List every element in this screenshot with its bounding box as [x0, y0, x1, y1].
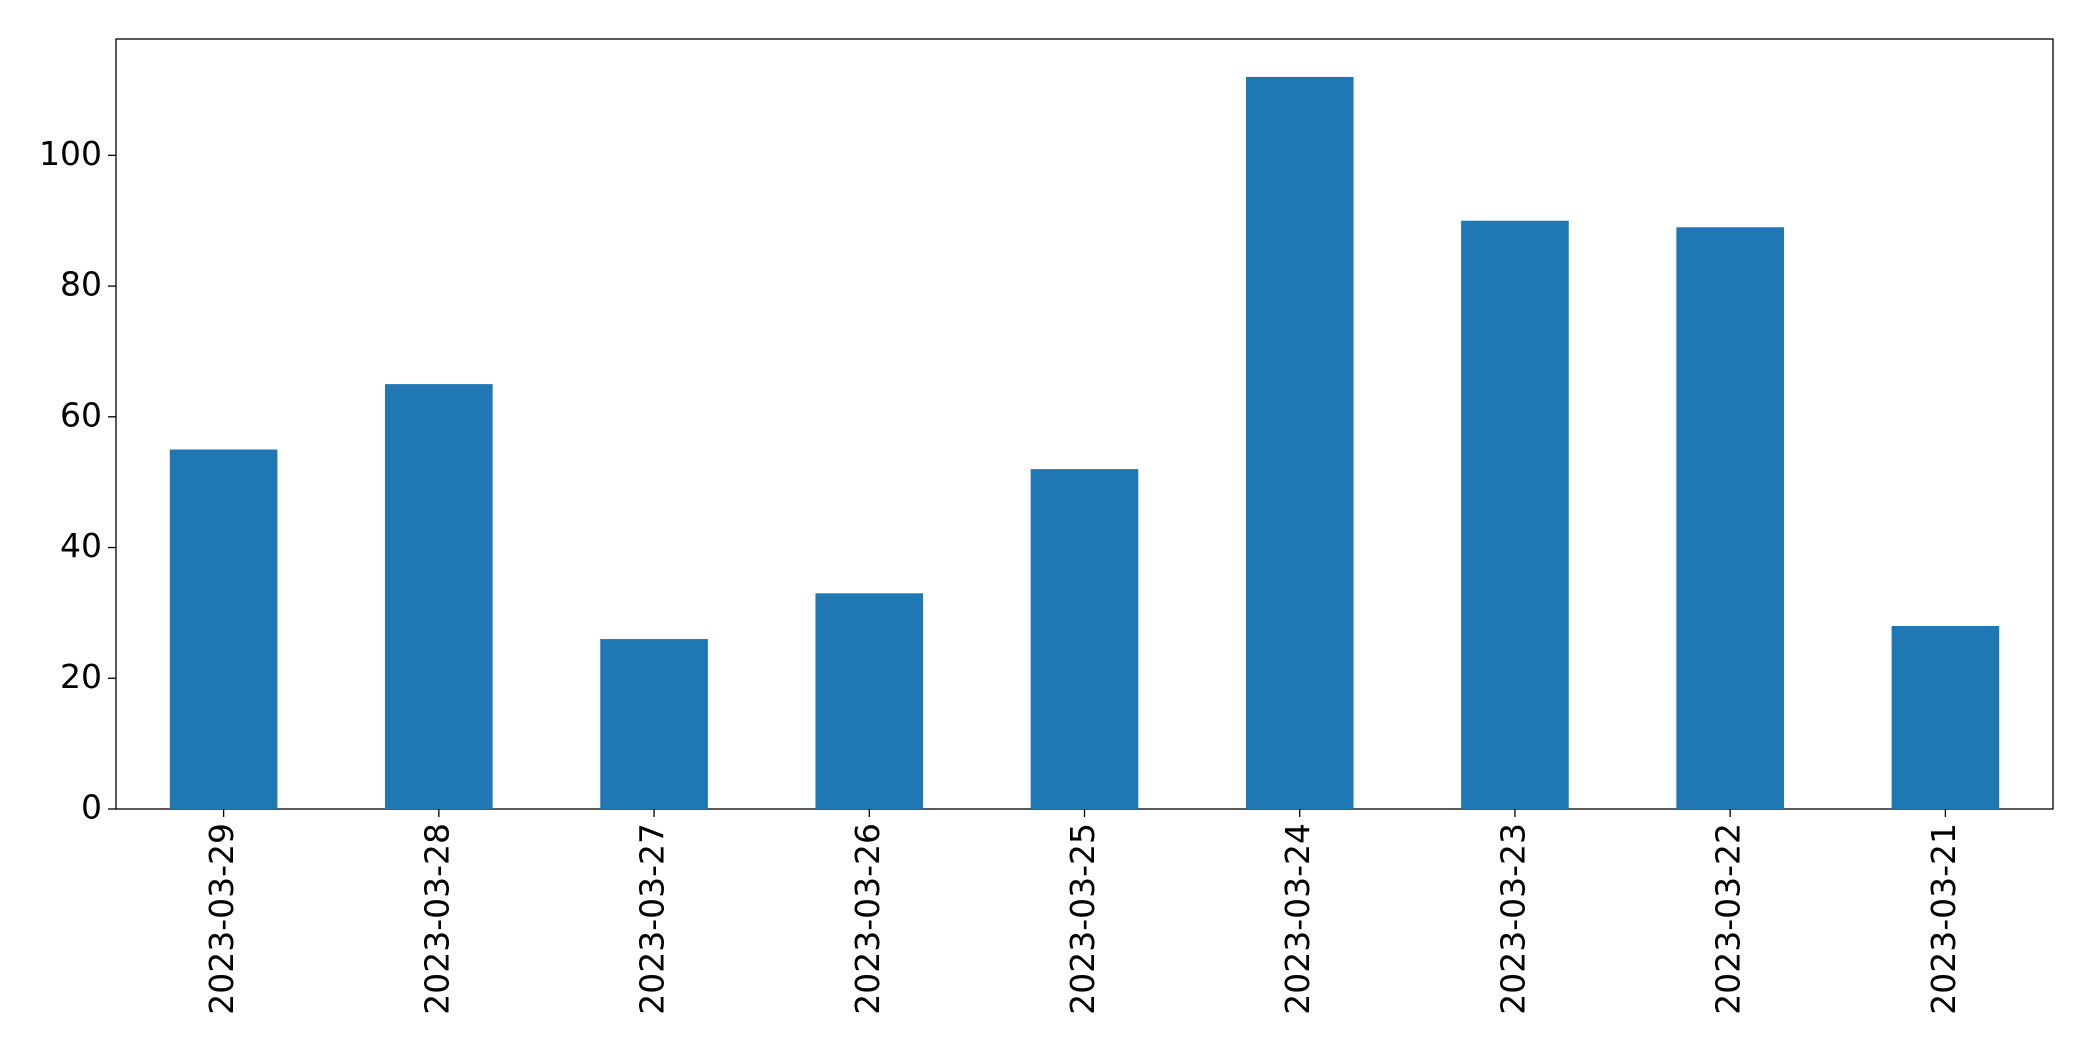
x-tick-label: 2023-03-27: [633, 823, 672, 1015]
x-tick-label: 2023-03-25: [1063, 823, 1102, 1015]
y-tick-label: 0: [81, 788, 102, 827]
x-tick-label: 2023-03-22: [1709, 823, 1748, 1015]
bar: [169, 449, 278, 809]
y-tick-label: 20: [60, 657, 102, 696]
bar: [815, 593, 924, 809]
bar: [385, 384, 493, 809]
y-tick-label: 80: [60, 265, 102, 304]
x-tick-label: 2023-03-26: [848, 823, 887, 1015]
bar: [600, 639, 708, 809]
x-tick-label: 2023-03-24: [1278, 823, 1317, 1015]
y-tick-label: 40: [60, 526, 102, 565]
y-tick-label: 100: [39, 134, 102, 173]
x-tick-label: 2023-03-21: [1924, 823, 1963, 1015]
bar: [1676, 227, 1784, 809]
y-tick-label: 60: [60, 395, 102, 434]
bar: [1461, 220, 1569, 809]
x-tick-label: 2023-03-28: [417, 823, 456, 1015]
x-tick-label: 2023-03-23: [1493, 823, 1532, 1015]
bar: [1891, 625, 2000, 809]
bar: [1245, 76, 1354, 809]
x-tick-label: 2023-03-29: [202, 823, 241, 1015]
bar: [1030, 469, 1139, 809]
